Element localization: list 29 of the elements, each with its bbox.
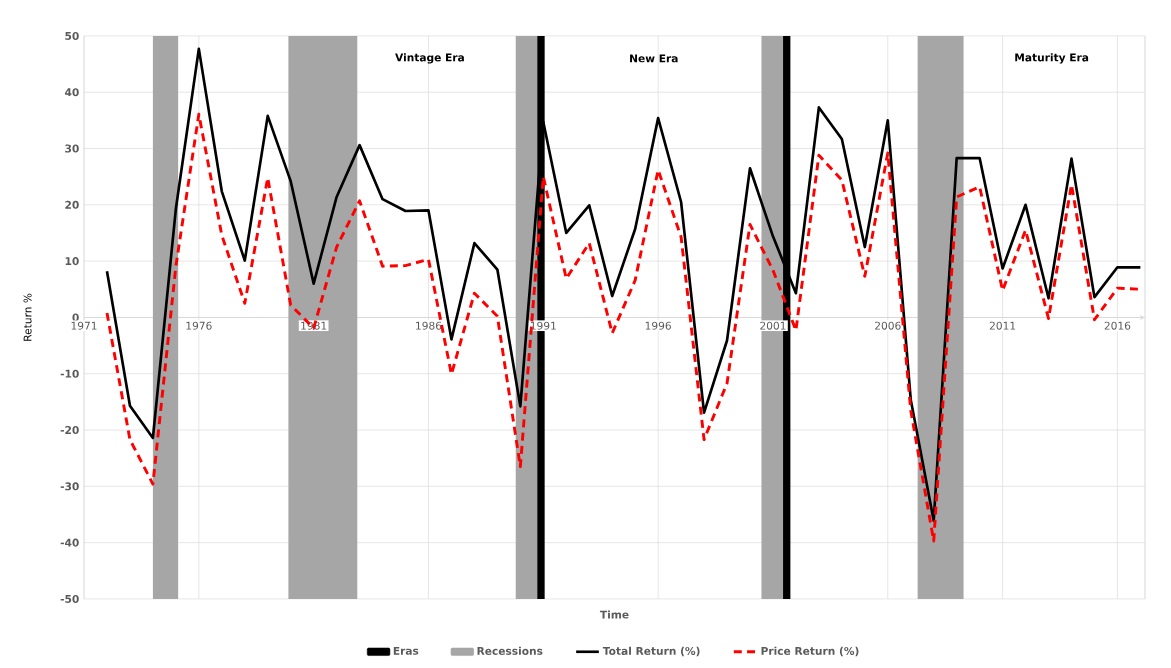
y-tick-label: 50 [65, 31, 79, 40]
y-tick-label: -10 [60, 369, 79, 378]
annotation: Maturity Era [1015, 53, 1089, 64]
x-tick-label: 1986 [416, 321, 442, 330]
annotation: New Era [630, 54, 678, 63]
annotation: Vintage Era [395, 53, 464, 64]
y-axis-title: Return % [23, 293, 32, 341]
legend-label: Recessions [477, 646, 543, 655]
x-tick-label: 2016 [1104, 321, 1131, 330]
y-tick-label: 30 [65, 144, 79, 153]
y-tick-label: 20 [65, 200, 79, 209]
x-tick-label: 1996 [645, 321, 671, 330]
x-tick-label: 2001 [760, 321, 786, 330]
x-axis-title: Time [599, 610, 629, 619]
x-tick-label: 2011 [989, 321, 1016, 330]
y-tick-label: -50 [60, 594, 79, 603]
y-tick-label: 40 [65, 88, 79, 97]
legend-label: Price Return (%) [761, 646, 859, 657]
x-tick-label: 2006 [875, 321, 901, 330]
y-tick-label: -20 [60, 426, 79, 435]
y-tick-label: -30 [60, 482, 79, 491]
x-tick-label: 1976 [186, 321, 212, 330]
y-tick-label: -40 [60, 538, 79, 547]
legend-label: Eras [393, 646, 419, 655]
x-tick-label: 1991 [530, 321, 556, 330]
y-tick-label: 10 [65, 257, 79, 266]
x-tick-label: 1971 [71, 321, 97, 330]
legend-label: Total Return (%) [602, 646, 700, 657]
y-tick-label: 0 [72, 313, 79, 322]
